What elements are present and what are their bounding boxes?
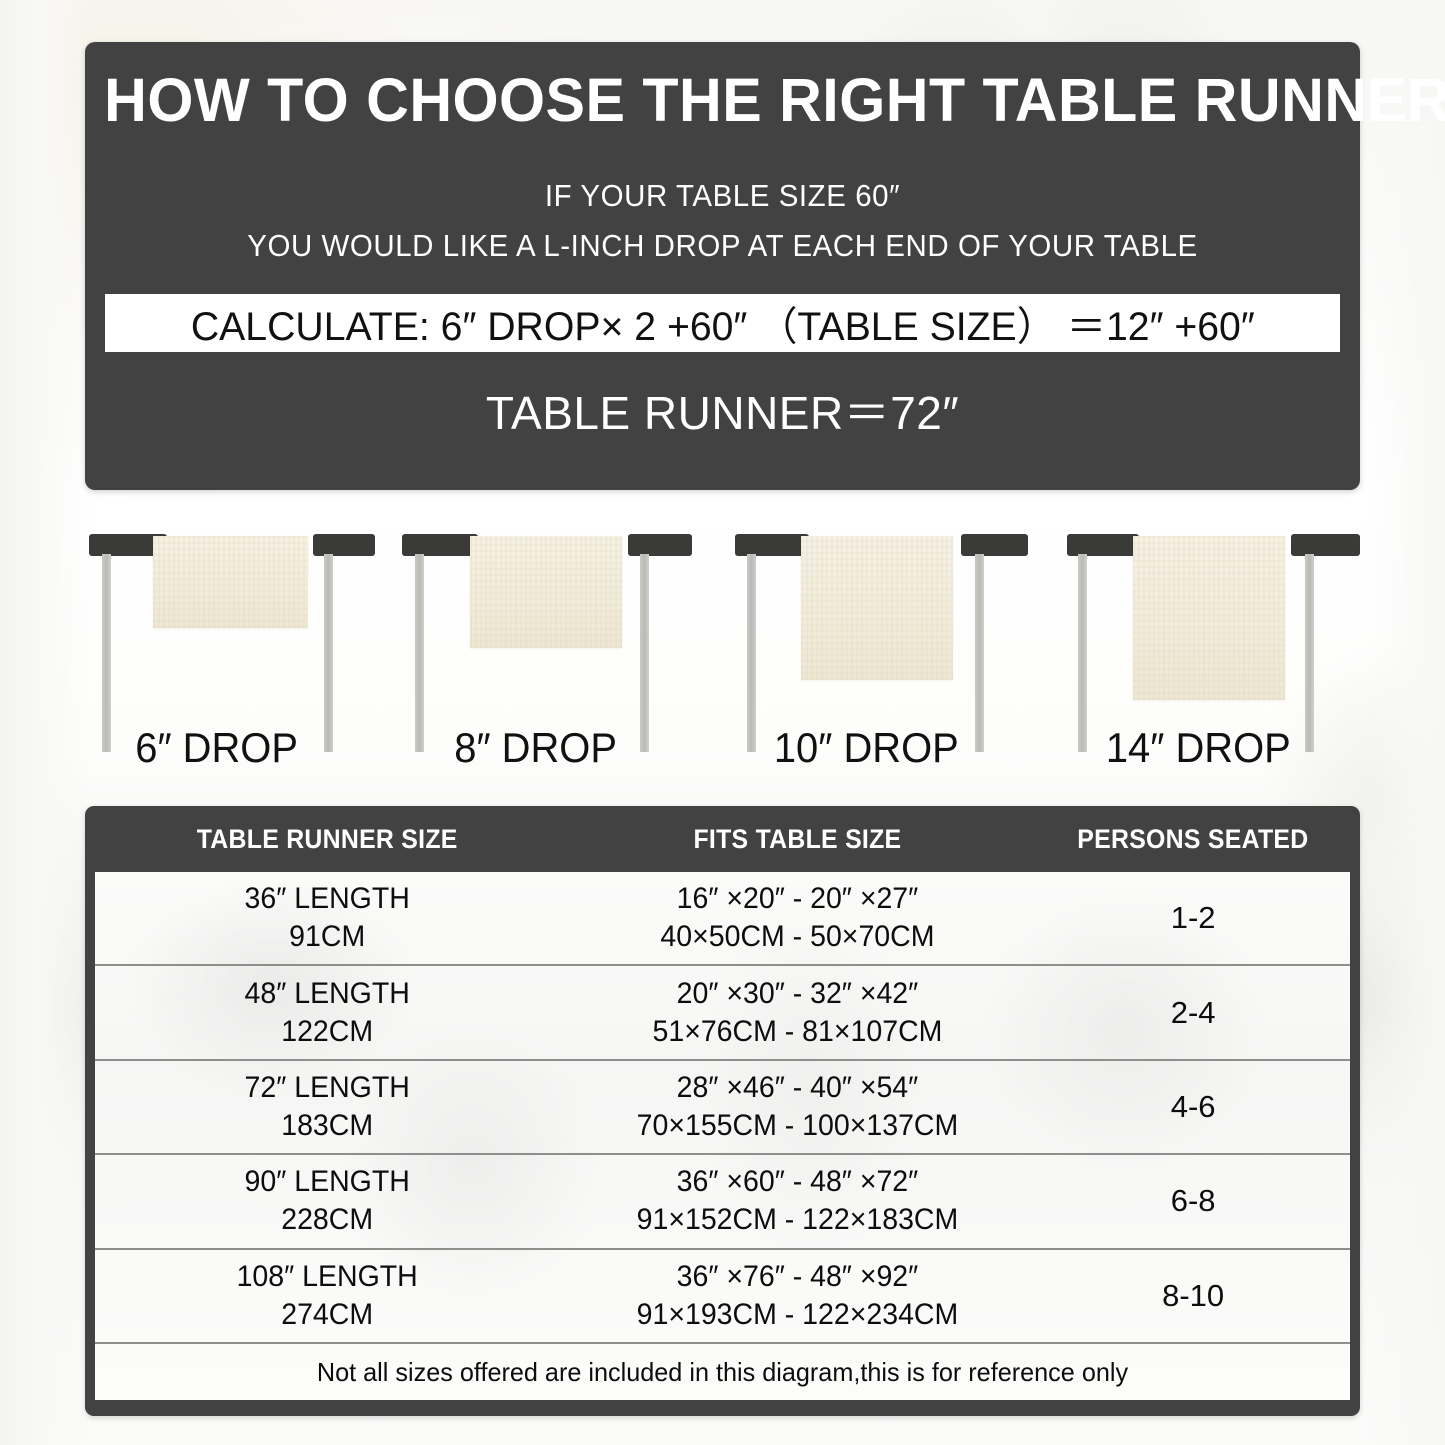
- fits-size-cm: 40×50CM - 50×70CM: [660, 920, 935, 954]
- column-header-fits-table-size: FITS TABLE SIZE: [693, 823, 902, 854]
- runner-size-inches: 72″ LENGTH: [244, 1071, 410, 1105]
- cell-fits-table-size: 20″ ×30″ - 32″ ×42″ 51×76CM - 81×107CM: [559, 977, 1036, 1049]
- drop-group-10in: 10″ DROP: [733, 520, 1028, 800]
- fits-size-inches: 36″ ×76″ - 48″ ×92″: [676, 1259, 919, 1293]
- cell-persons-seated: 6-8: [1170, 1183, 1216, 1219]
- runner-size-inches: 48″ LENGTH: [244, 976, 410, 1010]
- table-top-right-14in: [1291, 534, 1360, 556]
- table-leg-right-10in: [975, 554, 984, 752]
- column-header-persons-seated: PERSONS SEATED: [1077, 823, 1309, 854]
- runner-size-cm: 228CM: [281, 1203, 374, 1237]
- table-leg-left-6in: [102, 554, 111, 752]
- drop-group-14in: 14″ DROP: [1065, 520, 1360, 800]
- drop-illustrations: 6″ DROP 8″ DROP 10″ DROP 14″ DROP: [85, 520, 1360, 800]
- runner-size-cm: 274CM: [281, 1297, 374, 1331]
- drop-label-8in: 8″ DROP: [454, 724, 617, 771]
- runner-size-cm: 183CM: [281, 1109, 374, 1143]
- table-leg-left-8in: [415, 554, 424, 752]
- fits-size-cm: 51×76CM - 81×107CM: [652, 1014, 943, 1048]
- table-top-left-8in: [402, 534, 478, 556]
- runner-fabric-8in: [470, 536, 622, 648]
- runner-size-inches: 36″ LENGTH: [244, 882, 410, 916]
- fits-size-cm: 91×193CM - 122×234CM: [636, 1297, 959, 1331]
- cell-fits-table-size: 28″ ×46″ - 40″ ×54″ 70×155CM - 100×137CM: [559, 1071, 1036, 1143]
- runner-fabric-10in: [801, 536, 953, 680]
- fits-size-inches: 20″ ×30″ - 32″ ×42″: [676, 976, 919, 1010]
- spec-table-body: 36″ LENGTH 91CM 16″ ×20″ - 20″ ×27″ 40×5…: [95, 872, 1350, 1400]
- runner-size-cm: 122CM: [281, 1014, 374, 1048]
- drop-label-6in: 6″ DROP: [135, 724, 298, 771]
- runner-total-text: TABLE RUNNER＝72″: [485, 387, 960, 439]
- table-top-right-10in: [961, 534, 1028, 556]
- cell-runner-size: 108″ LENGTH 274CM: [95, 1260, 559, 1332]
- drop-label-14in: 14″ DROP: [1105, 724, 1291, 771]
- cell-fits-table-size: 16″ ×20″ - 20″ ×27″ 40×50CM - 50×70CM: [559, 882, 1036, 954]
- table-top-left-10in: [735, 534, 809, 556]
- cell-runner-size: 72″ LENGTH 183CM: [95, 1071, 559, 1143]
- cell-persons-seated: 4-6: [1170, 1089, 1216, 1125]
- runner-fabric-14in: [1133, 536, 1285, 700]
- drop-label-10in: 10″ DROP: [773, 724, 959, 771]
- table-row: 36″ LENGTH 91CM 16″ ×20″ - 20″ ×27″ 40×5…: [95, 872, 1350, 967]
- spec-table-panel: TABLE RUNNER SIZE FITS TABLE SIZE PERSON…: [85, 806, 1360, 1416]
- table-row: 48″ LENGTH 122CM 20″ ×30″ - 32″ ×42″ 51×…: [95, 966, 1350, 1061]
- calculation-box: CALCULATE: 6″ DROP× 2 +60″ （TABLE SIZE） …: [105, 294, 1340, 352]
- cell-fits-table-size: 36″ ×60″ - 48″ ×72″ 91×152CM - 122×183CM: [559, 1165, 1036, 1237]
- table-row: 72″ LENGTH 183CM 28″ ×46″ - 40″ ×54″ 70×…: [95, 1061, 1350, 1156]
- header-subtitle-line-2: YOU WOULD LIKE A L-INCH DROP AT EACH END…: [247, 228, 1198, 264]
- table-top-left-6in: [89, 534, 167, 556]
- fits-size-cm: 70×155CM - 100×137CM: [636, 1109, 959, 1143]
- table-row: 108″ LENGTH 274CM 36″ ×76″ - 48″ ×92″ 91…: [95, 1250, 1350, 1345]
- cell-runner-size: 36″ LENGTH 91CM: [95, 882, 559, 954]
- drop-group-6in: 6″ DROP: [85, 520, 375, 800]
- table-leg-right-6in: [324, 554, 333, 752]
- drop-group-8in: 8″ DROP: [400, 520, 692, 800]
- cell-runner-size: 48″ LENGTH 122CM: [95, 977, 559, 1049]
- runner-size-cm: 91CM: [289, 920, 366, 954]
- cell-persons-seated: 1-2: [1170, 900, 1216, 936]
- runner-fabric-6in: [153, 536, 308, 628]
- fits-size-inches: 36″ ×60″ - 48″ ×72″: [676, 1165, 919, 1199]
- table-leg-left-14in: [1078, 554, 1087, 752]
- spec-table-footnote: Not all sizes offered are included in th…: [316, 1356, 1129, 1387]
- table-leg-right-14in: [1305, 554, 1314, 752]
- column-header-table-runner-size: TABLE RUNNER SIZE: [196, 823, 458, 854]
- cell-persons-seated: 2-4: [1170, 994, 1216, 1030]
- header-panel: HOW TO CHOOSE THE RIGHT TABLE RUNNER IF …: [85, 42, 1445, 490]
- header-subtitle-line-1: IF YOUR TABLE SIZE 60″: [544, 178, 901, 214]
- cell-fits-table-size: 36″ ×76″ - 48″ ×92″ 91×193CM - 122×234CM: [559, 1260, 1036, 1332]
- table-row: 90″ LENGTH 228CM 36″ ×60″ - 48″ ×72″ 91×…: [95, 1155, 1350, 1250]
- runner-size-inches: 108″ LENGTH: [236, 1259, 418, 1293]
- page-title: HOW TO CHOOSE THE RIGHT TABLE RUNNER: [104, 66, 1445, 134]
- table-leg-left-10in: [747, 554, 756, 752]
- table-leg-right-8in: [640, 554, 649, 752]
- fits-size-inches: 28″ ×46″ - 40″ ×54″: [676, 1071, 919, 1105]
- fits-size-inches: 16″ ×20″ - 20″ ×27″: [676, 882, 919, 916]
- fits-size-cm: 91×152CM - 122×183CM: [636, 1203, 959, 1237]
- calculation-formula-text: CALCULATE: 6″ DROP× 2 +60″ （TABLE SIZE） …: [190, 305, 1255, 349]
- spec-table-header-row: TABLE RUNNER SIZE FITS TABLE SIZE PERSON…: [95, 806, 1350, 872]
- table-top-left-14in: [1067, 534, 1139, 556]
- table-top-right-6in: [313, 534, 375, 556]
- table-top-right-8in: [628, 534, 692, 556]
- cell-persons-seated: 8-10: [1162, 1277, 1225, 1313]
- runner-size-inches: 90″ LENGTH: [244, 1165, 410, 1199]
- cell-runner-size: 90″ LENGTH 228CM: [95, 1165, 559, 1237]
